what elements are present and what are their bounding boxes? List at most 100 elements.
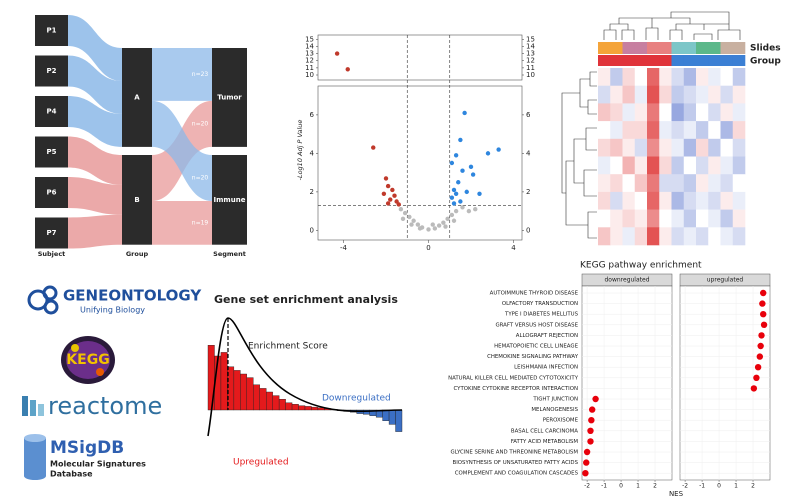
heatmap-cell: [634, 121, 648, 140]
segment-link: [152, 48, 212, 101]
group-annotation: [696, 55, 709, 66]
heatmap-cell: [720, 68, 734, 86]
x-axis-label: NES: [669, 490, 684, 498]
heatmap-cell: [732, 121, 746, 140]
heatmap-cell: [634, 174, 648, 193]
x-tick-label: -1: [601, 483, 607, 490]
point: [390, 187, 395, 193]
point: [345, 67, 350, 72]
y-tick-label: 14: [305, 42, 314, 50]
heatmap-cell: [732, 227, 746, 246]
bar: [388, 409, 396, 425]
heatmap-cell: [610, 121, 623, 140]
heatmap-cell: [634, 191, 648, 210]
point: [453, 208, 459, 214]
subject-link: [68, 96, 122, 147]
heatmap-cell: [708, 209, 721, 228]
heatmap-cell: [683, 209, 697, 228]
point: [398, 207, 404, 212]
y-tick-label: 10: [526, 71, 535, 79]
y-tick-label: 0: [310, 226, 314, 234]
y-tick-label: 6: [526, 111, 531, 119]
point: [432, 226, 438, 231]
heatmap-cell: [708, 138, 721, 157]
heatmap-cell: [634, 156, 648, 175]
point: [436, 223, 442, 228]
point: [582, 470, 589, 477]
panel: [679, 285, 771, 481]
category-label: CYTOKINE CYTOKINE RECEPTOR INTERACTION: [454, 386, 578, 392]
node-label: B: [134, 196, 139, 204]
heatmap-cell: [683, 227, 697, 246]
logo-line: Molecular Signatures: [50, 460, 146, 469]
category-label: ALLOGRAFT REJECTION: [516, 333, 578, 339]
heatmap-cell: [598, 156, 611, 175]
x-tick-label: 1: [636, 483, 640, 490]
category-label: COMPLEMENT AND COAGULATION CASCADES: [455, 471, 579, 477]
point: [466, 208, 472, 214]
heatmap-cell: [598, 191, 611, 210]
category-label: GRAFT VERSUS HOST DISEASE: [495, 322, 578, 328]
heatmap-cell: [720, 191, 734, 210]
heatmap-cell: [696, 85, 709, 104]
link-label: n=20: [192, 175, 209, 182]
point: [458, 199, 463, 204]
heatmap-cell: [671, 68, 685, 86]
y-tick-label: 4: [310, 149, 315, 157]
bar: [246, 377, 254, 411]
point: [449, 212, 455, 218]
category-label: AUTOIMMUNE THYROID DISEASE: [490, 291, 579, 297]
heatmap-cell: [622, 138, 636, 157]
y-tick-label: 15: [305, 35, 314, 43]
heatmap-cell: [732, 138, 746, 157]
heatmap-cell: [647, 103, 660, 122]
point: [456, 180, 461, 185]
heatmap-cell: [683, 85, 697, 104]
heatmap-cell: [732, 174, 746, 193]
heatmap-cell: [634, 68, 648, 86]
heatmap-cell: [720, 121, 734, 140]
heatmap-cell: [659, 174, 672, 193]
heatmap-cell: [647, 174, 660, 193]
slide-annotation: [708, 42, 721, 54]
bar: [220, 352, 228, 411]
heatmap-cell: [732, 103, 746, 122]
point: [441, 220, 446, 225]
group-annotation: [720, 55, 734, 66]
heatmap-cell: [598, 174, 611, 193]
heatmap-cell: [659, 191, 672, 210]
group-annotation: [647, 55, 660, 66]
heatmap-cell: [634, 138, 648, 157]
heatmap-cell: [622, 103, 636, 122]
heatmap-cell: [696, 174, 709, 193]
point: [496, 147, 501, 152]
point: [392, 193, 397, 198]
group-annotation: [659, 55, 672, 66]
point: [407, 214, 412, 220]
heatmap-cell: [720, 156, 734, 175]
heatmap-cell: [671, 138, 685, 157]
subject-link: [68, 177, 122, 215]
heatmap-cell: [720, 174, 734, 193]
category-label: CHEMOKINE SIGNALING PATHWAY: [487, 354, 579, 360]
heatmap-cell: [708, 174, 721, 193]
y-tick-label: 13: [305, 50, 314, 58]
group-annotation: [732, 55, 746, 66]
y-tick-label: 14: [526, 42, 535, 50]
group-annotation: [598, 55, 611, 66]
subject-node: [35, 96, 68, 127]
slide-annotation: [634, 42, 648, 54]
heatmap-cell: [610, 227, 623, 246]
bar: [311, 406, 319, 411]
heatmap-cell: [720, 209, 734, 228]
heatmap-cell: [732, 191, 746, 210]
heatmap-cell: [622, 174, 636, 193]
category-label: PEROXISOME: [543, 418, 579, 424]
node-label: P1: [46, 27, 56, 35]
point: [383, 176, 389, 181]
bar: [266, 391, 273, 411]
heatmap-cell: [696, 209, 709, 228]
heatmap-cell: [696, 227, 709, 246]
logo-name: KEGG: [66, 352, 109, 368]
